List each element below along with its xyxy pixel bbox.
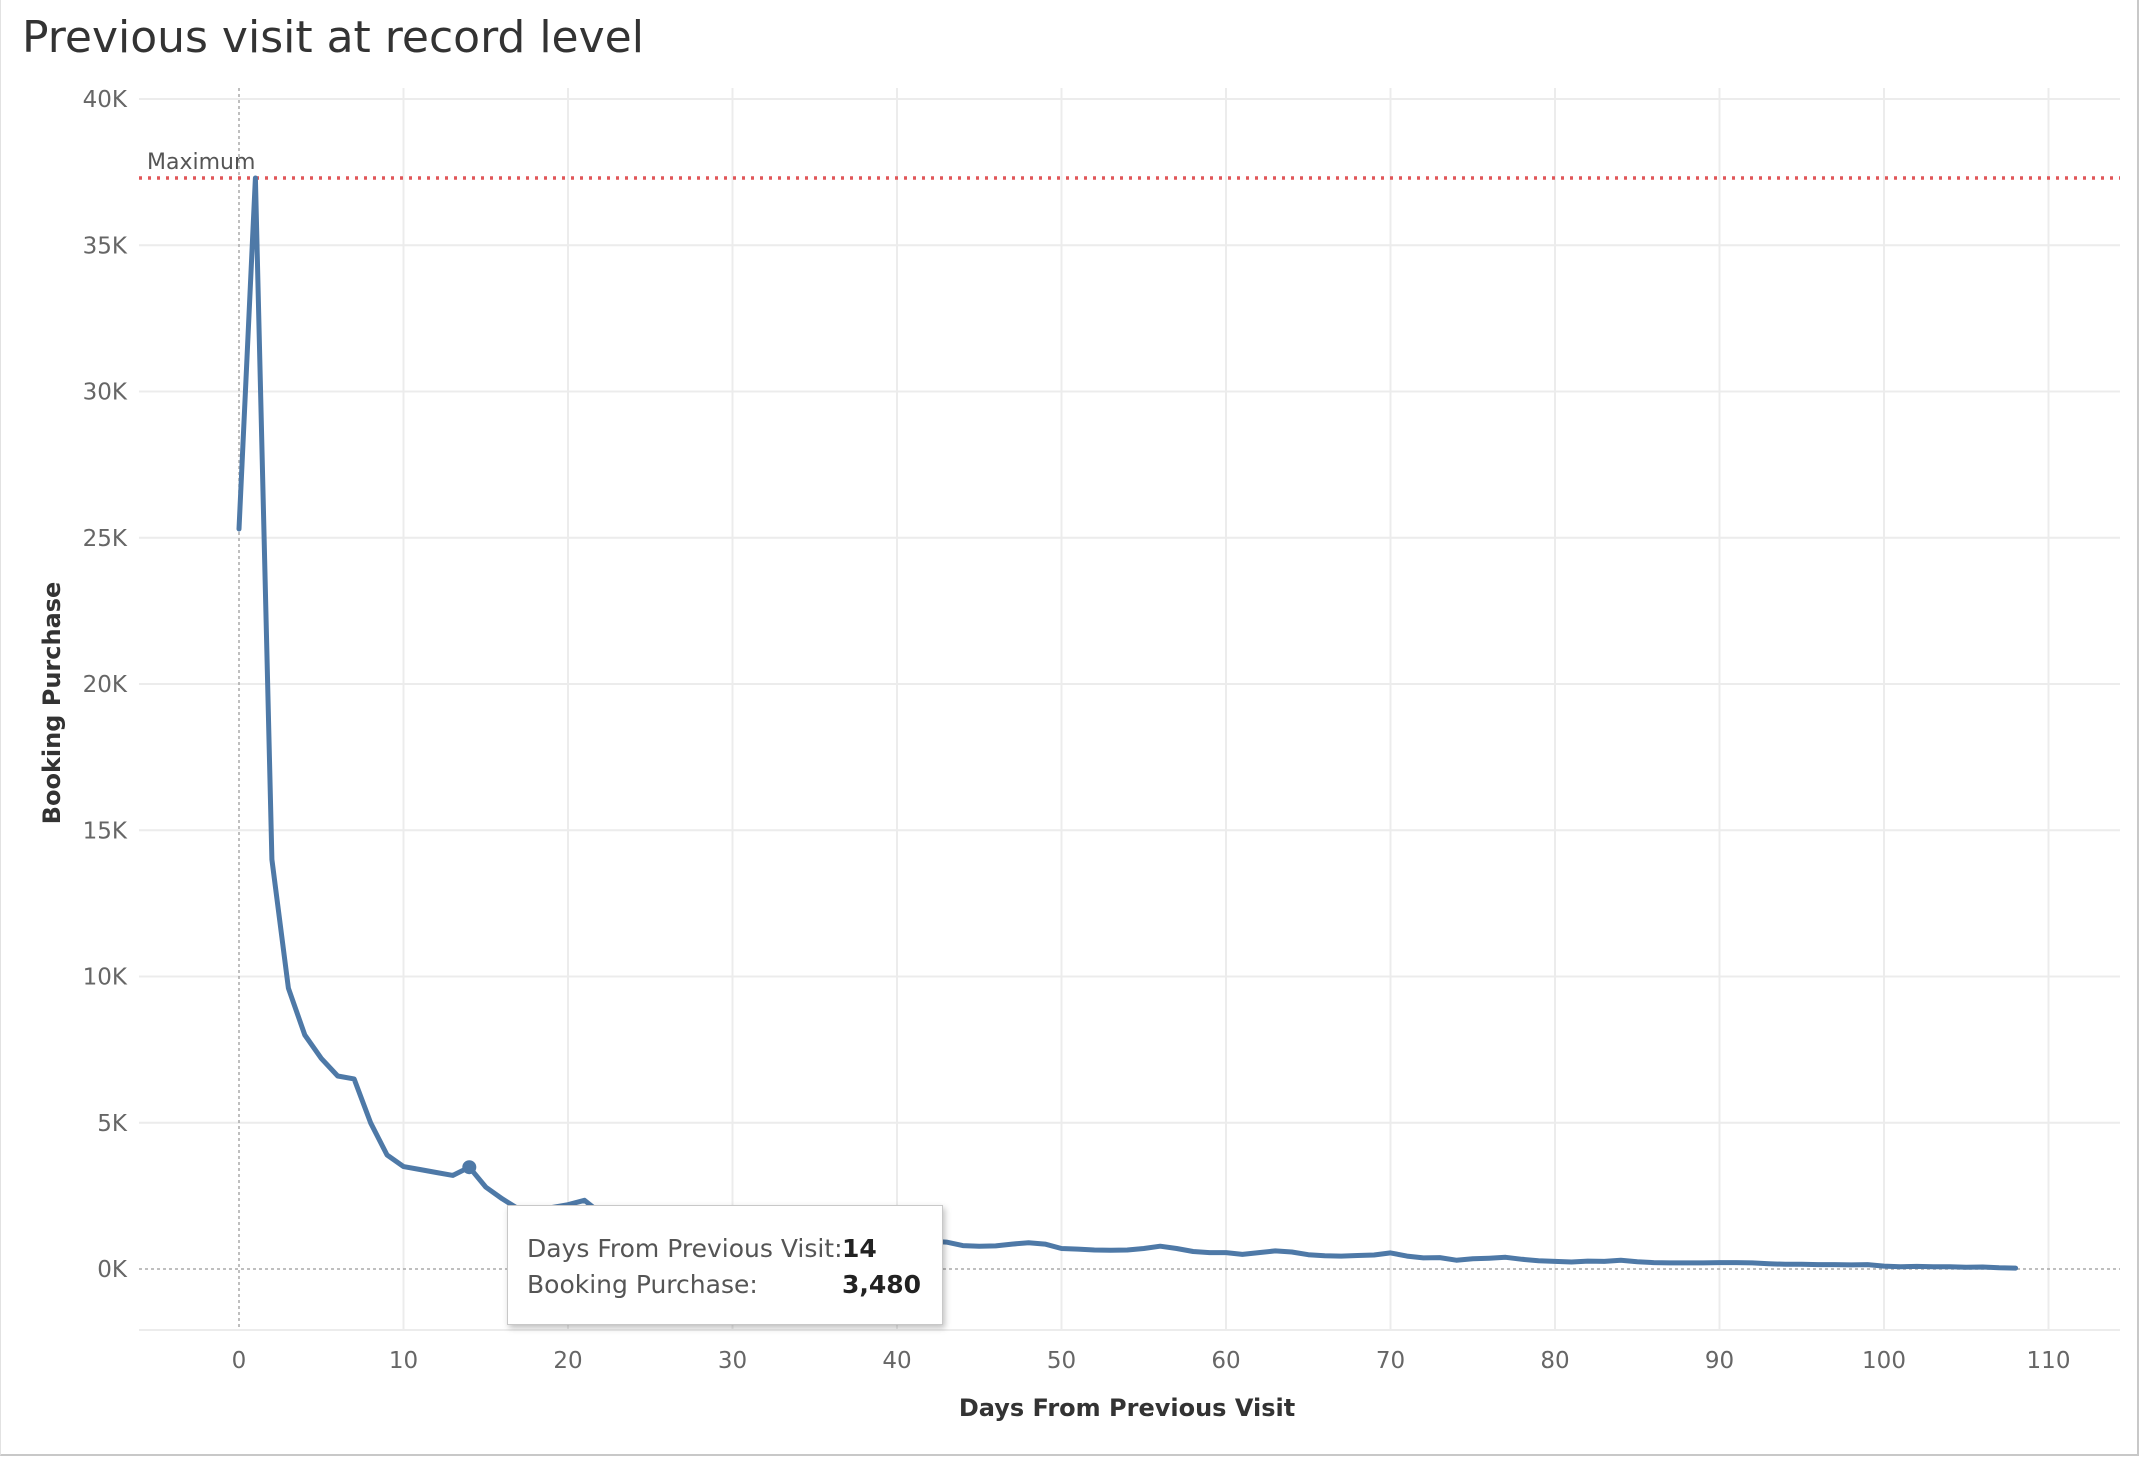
x-axis-ticks: 0 10 20 30 40 50 60 70 80 90 100 110: [232, 1348, 2071, 1374]
reference-line-label: Maximum: [147, 150, 255, 175]
y-tick-label-35000: 35K: [83, 233, 128, 259]
x-tick-label-40: 40: [882, 1348, 911, 1374]
zero-lines: [139, 88, 2120, 1330]
x-tick-label-90: 90: [1705, 1348, 1734, 1374]
series-line-booking-purchase[interactable]: [236, 175, 2019, 1271]
tooltip: Days From Previous Visit: 14 Booking Pur…: [507, 1205, 943, 1325]
y-tick-label-15000: 15K: [83, 818, 128, 844]
x-tick-label-50: 50: [1047, 1348, 1076, 1374]
x-tick-label-110: 110: [2027, 1348, 2071, 1374]
y-tick-label-0: 0K: [97, 1257, 128, 1283]
y-axis-ticks: 0K 5K 10K 15K 20K 25K 30K 35K 40K: [83, 87, 128, 1283]
y-tick-label-5000: 5K: [97, 1111, 128, 1137]
tooltip-label-days: Days From Previous Visit:: [527, 1234, 843, 1263]
highlight-point-group[interactable]: [462, 1160, 477, 1175]
grid-lines: [139, 88, 2120, 1331]
x-tick-label-10: 10: [389, 1348, 418, 1374]
x-tick-label-0: 0: [232, 1348, 247, 1374]
chart-title: Previous visit at record level: [22, 12, 644, 63]
y-tick-label-20000: 20K: [83, 672, 128, 698]
y-tick-label-25000: 25K: [83, 526, 128, 552]
x-tick-label-100: 100: [1862, 1348, 1906, 1374]
y-tick-label-40000: 40K: [83, 87, 128, 113]
x-tick-label-60: 60: [1211, 1348, 1240, 1374]
highlight-point[interactable]: [462, 1160, 477, 1175]
x-tick-label-80: 80: [1540, 1348, 1569, 1374]
x-tick-label-70: 70: [1376, 1348, 1405, 1374]
tooltip-label-booking: Booking Purchase:: [527, 1270, 758, 1299]
x-tick-label-20: 20: [553, 1348, 582, 1374]
series-line-group[interactable]: [236, 175, 2019, 1271]
x-tick-label-30: 30: [718, 1348, 747, 1374]
y-axis-title: Booking Purchase: [38, 582, 66, 825]
x-axis-title: Days From Previous Visit: [959, 1394, 1295, 1422]
tooltip-value-days: 14: [842, 1234, 877, 1263]
y-tick-label-30000: 30K: [83, 380, 128, 406]
tooltip-value-booking: 3,480: [842, 1270, 922, 1299]
reference-line-group: Maximum: [139, 150, 2120, 180]
y-tick-label-10000: 10K: [83, 965, 128, 991]
